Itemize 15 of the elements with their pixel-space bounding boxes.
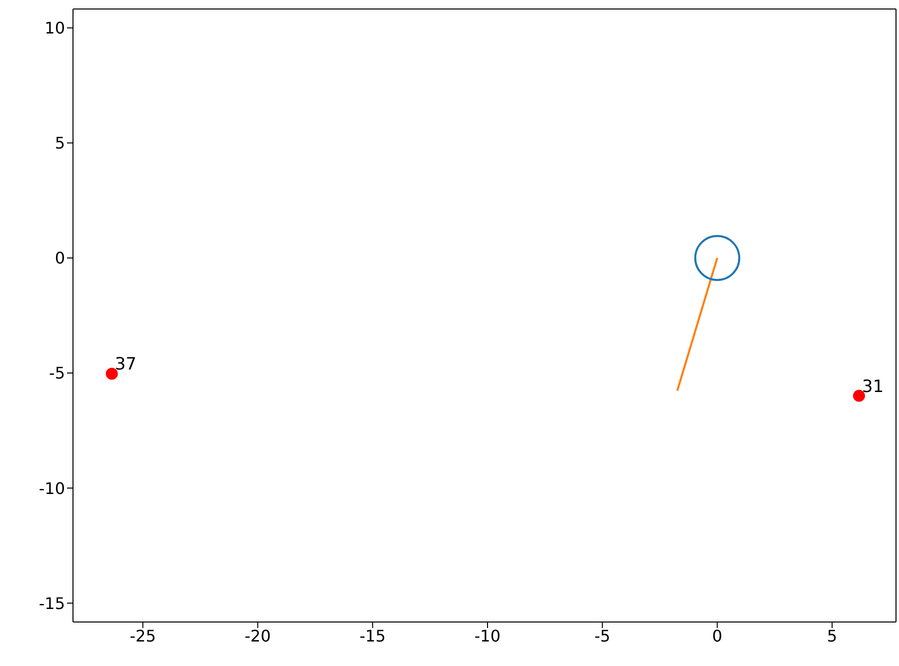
y-tick-label: -15 <box>38 594 65 613</box>
x-tick-label: -15 <box>360 626 386 646</box>
y-tick-label: -10 <box>38 478 65 498</box>
annotation: 31 <box>862 376 884 397</box>
x-tick-label: 5 <box>827 626 838 646</box>
x-tick-label: 0 <box>712 626 722 646</box>
x-tick-label: -25 <box>130 626 156 646</box>
y-tick-label: -5 <box>49 364 65 383</box>
x-tick-label: -10 <box>474 626 501 646</box>
annotation: 37 <box>114 354 136 375</box>
y-tick-label: 0 <box>54 248 65 268</box>
y-tick-label: 10 <box>44 18 65 38</box>
x-tick-label: -5 <box>594 626 610 646</box>
y-tick-label: 5 <box>54 134 65 153</box>
x-tick-label: -20 <box>244 626 271 646</box>
